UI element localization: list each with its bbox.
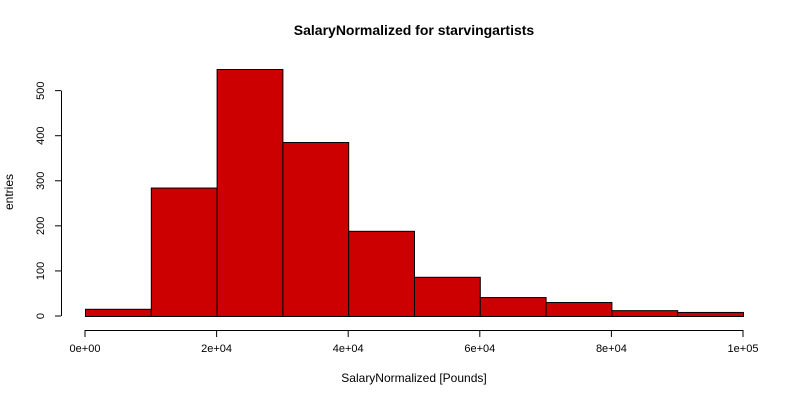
histogram-bar-1 [150,187,218,317]
x-tick-label-2: 4e+04 [333,343,364,355]
y-tick-label-1: 100 [35,262,47,280]
x-axis: 0e+00 2e+04 4e+04 6e+04 8e+04 1e+05 [70,330,759,355]
x-tick-label-1: 2e+04 [201,343,232,355]
y-tick-label-3: 300 [35,172,47,190]
x-tick-label-3: 6e+04 [464,343,495,355]
x-tick-label-4: 8e+04 [596,343,627,355]
histogram-bar-4 [348,230,416,317]
histogram-bar-8 [611,310,679,317]
y-tick-label-5: 500 [35,81,47,99]
chart-title: SalaryNormalized for starvingartists [294,22,535,38]
y-tick-label-2: 200 [35,217,47,235]
y-tick-label-4: 400 [35,127,47,145]
histogram-bar-6 [479,297,547,317]
x-axis-label: SalaryNormalized [Pounds] [341,371,486,385]
histogram-bar-5 [414,276,481,318]
x-tick-label-0: 0e+00 [70,343,101,355]
histogram-bar-0 [85,308,152,318]
histogram-bar-2 [216,69,284,317]
histogram-bar-3 [282,142,350,317]
histogram-bars [85,69,745,318]
y-axis-label: entries [2,174,16,210]
histogram-bar-7 [545,302,613,318]
x-tick-label-5: 1e+05 [728,343,759,355]
y-axis: 0 100 200 300 400 500 [35,81,62,319]
y-tick-label-0: 0 [35,313,47,319]
histogram-bar-9 [677,311,745,317]
